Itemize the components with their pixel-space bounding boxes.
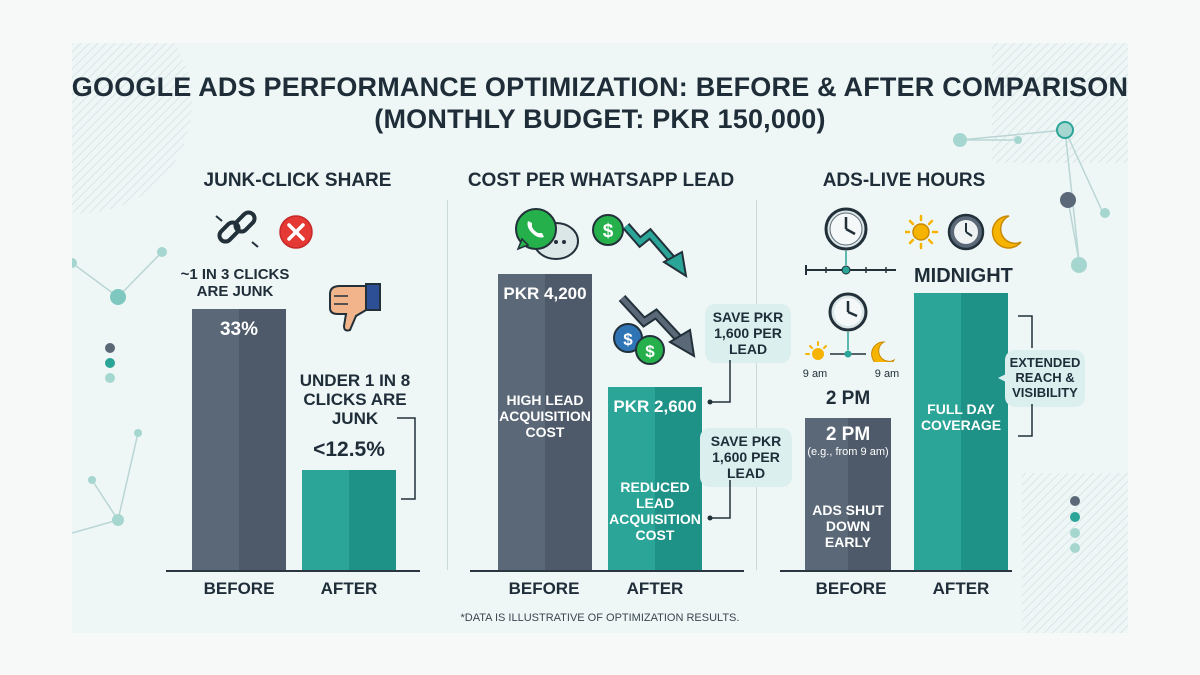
value-label-before: 33% [219,319,259,340]
junk-click-icons [215,210,313,249]
savings-callout: SAVE PKR 1,600 PER LEAD [700,428,792,487]
bar-after: PKR 2,600 REDUCED LEAD ACQUISITION COST [608,386,702,570]
x-axis [166,570,420,572]
moon-icon [991,215,1022,249]
inner-label-after: FULL DAY COVERAGE [920,401,1002,433]
moon-icon [871,341,896,362]
sun-clock-moon-icons [905,213,1022,251]
inner-time-label: 2 PM [825,424,871,445]
reach-callout-bracket [998,315,1033,437]
bar-before: 33% [192,309,286,570]
clock-icon [947,213,985,251]
red-x-icon [279,215,313,249]
sun-icon [805,341,827,360]
panel-title-junk-click: JUNK-CLICK SHARE [203,170,392,191]
broken-link-icon [215,210,259,248]
x-axis [470,570,744,572]
value-label-after: MIDNIGHT [914,265,1013,287]
after-annotation: UNDER 1 IN 8 CLICKS ARE JUNK [299,371,411,428]
bar-before: 2 PM (e.g., from 9 am) ADS SHUT DOWN EAR… [805,418,891,570]
panel-divider [447,200,448,570]
svg-text:$: $ [645,342,655,361]
callout-connectors [700,360,731,521]
footnote: *DATA IS ILLUSTRATIVE OF OPTIMIZATION RE… [460,612,740,624]
value-label-after: PKR 2,600 [613,396,697,416]
savings-callout: SAVE PKR 1,600 PER LEAD [705,304,791,363]
clock-icon [828,292,868,332]
category-label-before: BEFORE [815,579,887,598]
panel-divider [756,200,757,570]
panel-title-ads-live-hours: ADS-LIVE HOURS [822,170,986,191]
x-axis [780,570,1012,572]
clock-timeline-icon [805,207,896,275]
category-label-after: AFTER [320,579,378,598]
bar-after: FULL DAY COVERAGE [914,293,1008,570]
main-subtitle: (MONTHLY BUDGET: PKR 150,000) [374,104,826,134]
day-schedule-icon [805,292,896,362]
category-label-after: AFTER [932,579,990,598]
svg-text:$: $ [623,330,633,349]
main-title: GOOGLE ADS PERFORMANCE OPTIMIZATION: BEF… [71,72,1129,102]
dollar-coin-down-trend-icon: $ [592,214,688,279]
whatsapp-icon [515,208,579,260]
end-time-label: 9 am [874,368,900,380]
before-annotation: ~1 IN 3 CLICKS ARE JUNK [180,266,290,300]
decorative-background [72,43,1128,633]
inner-label-before: ADS SHUT DOWN EARLY [812,502,884,550]
bar-before: PKR 4,200 HIGH LEAD ACQUISITION COST [498,274,592,570]
bar-after [302,470,396,570]
inner-label-after: REDUCED LEAD ACQUISITION COST [609,478,701,543]
value-label-after: <12.5% [313,438,385,461]
after-annotation-bracket [397,417,416,500]
value-label-before: PKR 4,200 [503,284,587,303]
thumbs-down-icon [329,283,381,332]
coins-down-trend-icon: $ $ [613,294,696,365]
category-label-before: BEFORE [508,579,580,598]
hatched-circle-decoration [72,43,192,213]
category-label-before: BEFORE [203,579,275,598]
start-time-label: 9 am [802,368,828,380]
panel-title-cost-per-lead: COST PER WHATSAPP LEAD [467,170,735,191]
hatched-corner-decoration [992,43,1128,163]
inner-label-before: HIGH LEAD ACQUISITION COST [499,392,591,440]
clock-icon [824,207,868,251]
category-label-after: AFTER [626,579,684,598]
value-label-before: 2 PM [825,388,871,409]
reach-callout: EXTENDED REACH & VISIBILITY [1005,350,1085,407]
svg-text:$: $ [603,221,614,242]
inner-time-note: (e.g., from 9 am) [807,446,889,458]
sun-icon [905,214,939,250]
network-decoration-left [72,251,163,534]
